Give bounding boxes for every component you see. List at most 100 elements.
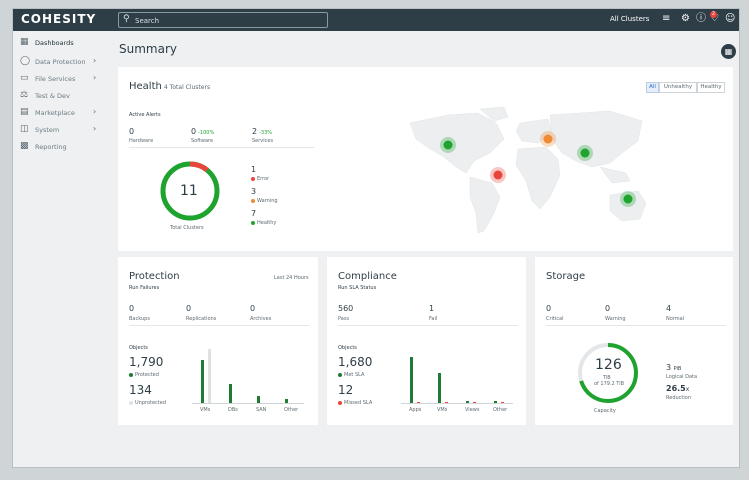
grid-icon: ▦ xyxy=(724,47,733,56)
alert-software-value: 0 xyxy=(191,127,197,136)
protection-title: Protection xyxy=(129,271,180,282)
filter-all[interactable]: All xyxy=(646,82,659,93)
normal-value: 4 xyxy=(666,304,672,313)
bar-protected-dbs[interactable] xyxy=(229,383,232,403)
cluster-marker-healthy[interactable] xyxy=(443,140,453,150)
protected-dot xyxy=(129,372,133,377)
folder-icon: ▭ xyxy=(20,73,29,83)
alert-services: 2 -33% xyxy=(252,127,272,136)
sidebar-item-marketplace[interactable]: ▤ Marketplace › xyxy=(13,106,107,120)
chevron-right-icon: › xyxy=(93,107,97,116)
reduction-label: Reduction xyxy=(666,395,691,401)
logical-data-value: 3 xyxy=(666,363,672,372)
bar-unprotected-vms[interactable] xyxy=(208,348,211,403)
bar-protected-other[interactable] xyxy=(285,398,288,403)
bar-protected-vms[interactable] xyxy=(201,360,204,403)
chart-axis xyxy=(192,403,304,404)
bar-protected-san[interactable] xyxy=(257,396,260,403)
gear-icon[interactable]: ⚙ xyxy=(681,13,690,24)
reduction-unit: x xyxy=(685,386,690,393)
bar-met-sla-other[interactable] xyxy=(494,401,497,403)
x-tick-label: SAN xyxy=(256,407,267,413)
protected-legend: Protected xyxy=(129,372,159,378)
alert-services-value: 2 xyxy=(252,127,258,136)
normal-label: Normal xyxy=(666,316,685,322)
bar-missed-sla-views[interactable] xyxy=(473,401,476,403)
compliance-card: Compliance Run SLA Status 560 Pass 1 Fai… xyxy=(327,257,526,425)
unprotected-value: 134 xyxy=(129,383,152,397)
capacity-used-unit: TiB xyxy=(603,375,611,381)
warning-label: Warning xyxy=(257,198,278,204)
bar-missed-sla-vms[interactable] xyxy=(445,401,448,403)
sidebar-item-label: File Services xyxy=(35,75,76,83)
filter-icon[interactable]: ≡ xyxy=(662,13,671,24)
met-sla-dot xyxy=(338,372,342,377)
cohesity-logo[interactable]: COHESITY xyxy=(21,12,97,26)
archives-value: 0 xyxy=(250,304,256,313)
sidebar-item-label: Marketplace xyxy=(35,109,75,117)
replications-value: 0 xyxy=(186,304,192,313)
error-count: 1 xyxy=(251,165,257,174)
chart-axis xyxy=(401,403,513,404)
capacity-label: Capacity xyxy=(594,408,616,414)
x-tick-label: DBs xyxy=(228,407,238,413)
sidebar: ▦ Dashboards ◯ Data Protection › ▭ File … xyxy=(13,31,107,467)
cluster-marker-error[interactable] xyxy=(493,170,503,180)
cluster-marker-warning[interactable] xyxy=(543,134,553,144)
sidebar-item-label: System xyxy=(35,126,60,134)
world-map xyxy=(409,106,647,234)
sidebar-item-system[interactable]: ◫ System › xyxy=(13,123,107,137)
protection-card: Protection Last 24 Hours Run Failures 0 … xyxy=(118,257,318,425)
archives-label: Archives xyxy=(250,316,272,322)
dashboard-switch-button[interactable]: ▦ xyxy=(721,44,736,59)
bell-icon[interactable]: ♡ xyxy=(710,13,719,24)
notification-badge: 2 xyxy=(710,11,717,18)
help-icon[interactable]: ⓘ xyxy=(696,13,706,24)
total-clusters-value: 11 xyxy=(180,183,198,199)
fail-value: 1 xyxy=(429,304,435,313)
logical-data: 3 PiB xyxy=(666,363,681,372)
cluster-selector[interactable]: All Clusters xyxy=(610,15,650,23)
divider xyxy=(129,325,309,326)
divider xyxy=(338,325,518,326)
sidebar-item-data-protection[interactable]: ◯ Data Protection › xyxy=(13,55,107,69)
sidebar-item-dashboards[interactable]: ▦ Dashboards xyxy=(13,36,107,50)
filter-unhealthy[interactable]: Unhealthy xyxy=(659,82,697,93)
objects-label: Objects xyxy=(338,345,357,351)
search-input[interactable] xyxy=(135,15,315,26)
unprotected-dot xyxy=(129,400,133,405)
bar-met-sla-vms[interactable] xyxy=(438,372,441,403)
bar-met-sla-views[interactable] xyxy=(466,400,469,403)
storage-card: Storage 0 Critical 0 Warning 4 Normal 12… xyxy=(535,257,733,425)
health-subtitle: 4 Total Clusters xyxy=(164,84,211,91)
sidebar-item-reporting[interactable]: ▩ Reporting xyxy=(13,140,107,154)
user-icon[interactable]: ☺ xyxy=(725,13,736,24)
cluster-marker-healthy[interactable] xyxy=(580,148,590,158)
backups-value: 0 xyxy=(129,304,135,313)
sidebar-item-test-dev[interactable]: ⚖ Test & Dev xyxy=(13,89,107,103)
cluster-marker-healthy[interactable] xyxy=(623,194,633,204)
pass-value: 560 xyxy=(338,304,354,313)
bar-missed-sla-other[interactable] xyxy=(501,401,504,403)
missed-sla-legend: Missed SLA xyxy=(338,400,372,406)
unprotected-legend: Unprotected xyxy=(129,400,166,406)
chart-icon: ▩ xyxy=(20,141,29,151)
europe-shape xyxy=(515,118,553,144)
shield-icon: ◯ xyxy=(20,56,31,66)
sidebar-item-file-services[interactable]: ▭ File Services › xyxy=(13,72,107,86)
alert-hardware-label: Hardware xyxy=(129,138,154,144)
divider xyxy=(129,147,314,148)
bar-met-sla-apps[interactable] xyxy=(410,356,413,403)
bar-missed-sla-apps[interactable] xyxy=(417,401,420,403)
protection-period[interactable]: Last 24 Hours xyxy=(274,275,309,281)
search-box[interactable]: ⚲ xyxy=(118,12,328,28)
australia-shape xyxy=(609,190,647,222)
sidebar-item-label: Dashboards xyxy=(35,39,74,47)
greenland-shape xyxy=(479,106,509,122)
replications-label: Replications xyxy=(186,316,217,322)
alert-services-delta: -33% xyxy=(259,130,273,136)
filter-healthy[interactable]: Healthy xyxy=(697,82,725,93)
chevron-right-icon: › xyxy=(93,73,97,82)
app-window: COHESITY ⚲ All Clusters ≡ ⚙ ⓘ ♡ 2 ☺ ▦ Da… xyxy=(12,8,740,468)
sidebar-item-label: Data Protection xyxy=(35,58,86,66)
